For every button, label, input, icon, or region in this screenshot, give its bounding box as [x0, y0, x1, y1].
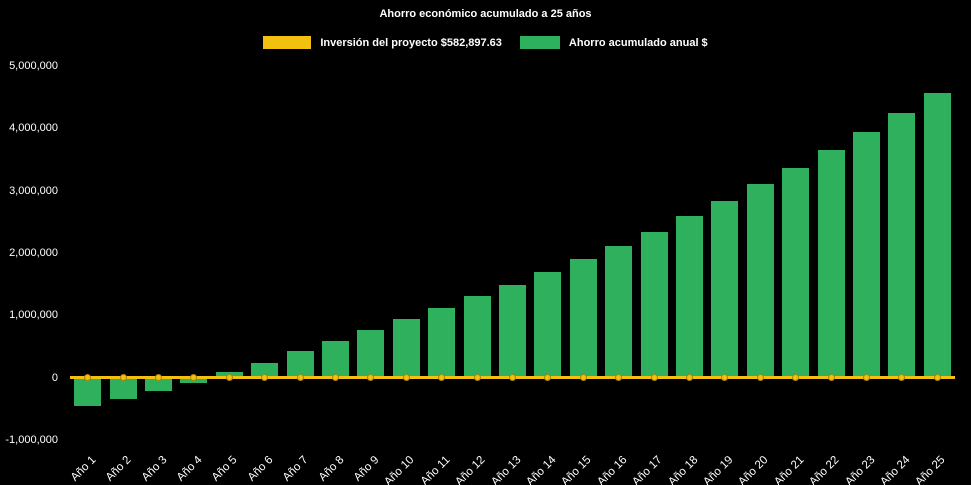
x-axis-tick-label: Año 16 [594, 454, 630, 485]
x-axis-tick-label: Año 4 [174, 454, 205, 484]
x-axis-tick-label: Año 15 [559, 454, 594, 485]
legend-swatch-savings [519, 36, 560, 49]
investment-line-marker [898, 374, 906, 382]
x-axis-tick-label: Año 1 [68, 454, 99, 484]
chart-title: Ahorro económico acumulado a 25 años [379, 8, 592, 20]
x-axis-tick-label: Año 21 [771, 454, 807, 485]
x-axis-tick-label: Año 14 [524, 454, 559, 485]
bar-year-9 [357, 330, 385, 378]
bar-year-22 [817, 150, 845, 378]
legend-item-investment: Inversión del proyecto $582,897.63 [263, 36, 502, 49]
investment-line-marker [544, 374, 552, 382]
legend-swatch-investment [263, 36, 312, 49]
bar-year-18 [676, 216, 703, 378]
bar-year-19 [711, 200, 739, 378]
y-axis-tick-label: 1,000,000 [9, 309, 58, 322]
x-axis-tick-label: Año 5 [210, 454, 240, 484]
bar-year-3 [145, 377, 172, 392]
bar-year-17 [640, 231, 668, 378]
x-axis-tick-label: Año 6 [245, 454, 276, 484]
investment-line-marker [190, 374, 198, 382]
bar-year-25 [923, 92, 951, 378]
bar-year-12 [463, 296, 491, 378]
legend-label-investment: Inversión del proyecto $582,897.63 [320, 36, 502, 49]
y-axis-tick-label: 3,000,000 [9, 184, 58, 197]
x-axis-tick-label: Año 18 [665, 454, 700, 485]
x-axis-tick-label: Año 9 [351, 454, 382, 484]
investment-line-marker [402, 374, 410, 382]
y-axis-tick-label: 2,000,000 [9, 247, 58, 259]
x-axis-tick-label: Año 3 [139, 454, 169, 484]
x-axis-tick-label: Año 23 [842, 454, 877, 485]
bar-year-8 [322, 340, 349, 378]
y-axis-tick-label: 4,000,000 [9, 122, 58, 135]
y-axis-tick-label: -1,000,000 [5, 434, 58, 446]
bar-year-1 [74, 377, 102, 406]
x-axis-tick-label: Año 19 [701, 454, 736, 485]
y-axis-tick-label: 5,000,000 [9, 60, 58, 72]
bar-year-24 [888, 112, 916, 378]
x-axis-tick-label: Año 11 [418, 454, 453, 485]
x-axis-tick-label: Año 10 [382, 454, 417, 485]
bar-year-13 [499, 284, 526, 378]
investment-line-marker [438, 374, 446, 382]
x-axis-tick-label: Año 8 [316, 454, 346, 484]
y-axis-tick-label: 0 [51, 371, 58, 384]
investment-line-marker [119, 374, 127, 382]
bar-year-20 [746, 184, 774, 378]
x-axis-tick-label: Año 24 [878, 454, 913, 485]
x-axis-tick-label: Año 2 [103, 454, 134, 484]
investment-line-marker [686, 374, 693, 382]
investment-line-marker [296, 374, 304, 382]
investment-line-marker [933, 374, 941, 382]
bar-year-11 [428, 307, 456, 378]
investment-line-marker [863, 374, 870, 382]
bar-year-2 [109, 377, 137, 399]
x-axis-tick-label: Año 25 [913, 454, 948, 485]
investment-line-marker [756, 374, 764, 382]
investment-line-marker [155, 374, 162, 382]
bar-year-23 [853, 132, 880, 378]
bar-year-14 [534, 272, 562, 378]
investment-line-marker [332, 374, 339, 382]
investment-line-marker [792, 374, 800, 382]
investment-line-marker [509, 374, 516, 382]
x-axis-tick-label: Año 13 [488, 454, 523, 485]
bar-year-15 [569, 259, 597, 378]
investment-line-marker [827, 374, 835, 382]
investment-line-marker [367, 374, 375, 382]
investment-line-marker [261, 374, 269, 382]
bar-year-10 [392, 319, 420, 378]
x-axis-tick-label: Año 7 [280, 454, 311, 484]
bar-year-7 [286, 351, 314, 378]
x-axis-tick-label: Año 12 [453, 454, 488, 485]
bar-year-6 [251, 362, 279, 378]
bar-year-4 [180, 377, 208, 383]
x-axis-tick-label: Año 17 [630, 454, 665, 485]
x-axis-tick-label: Año 22 [807, 454, 842, 485]
investment-line-marker [473, 374, 481, 382]
investment-line-marker [615, 374, 623, 382]
investment-line-marker [84, 374, 92, 382]
bar-year-5 [215, 372, 243, 378]
x-axis-tick-label: Año 20 [736, 454, 771, 485]
investment-line-marker [579, 374, 587, 382]
bar-year-16 [605, 246, 633, 378]
bar-year-21 [782, 167, 810, 378]
investment-line-marker [225, 374, 233, 382]
legend-item-savings: Ahorro acumulado anual $ [519, 36, 708, 49]
legend-label-savings: Ahorro acumulado anual $ [568, 36, 708, 49]
legend: Inversión del proyecto $582,897.63 Ahorr… [0, 36, 971, 49]
investment-line [70, 376, 955, 380]
investment-line-marker [721, 374, 729, 382]
investment-line-marker [650, 374, 658, 382]
